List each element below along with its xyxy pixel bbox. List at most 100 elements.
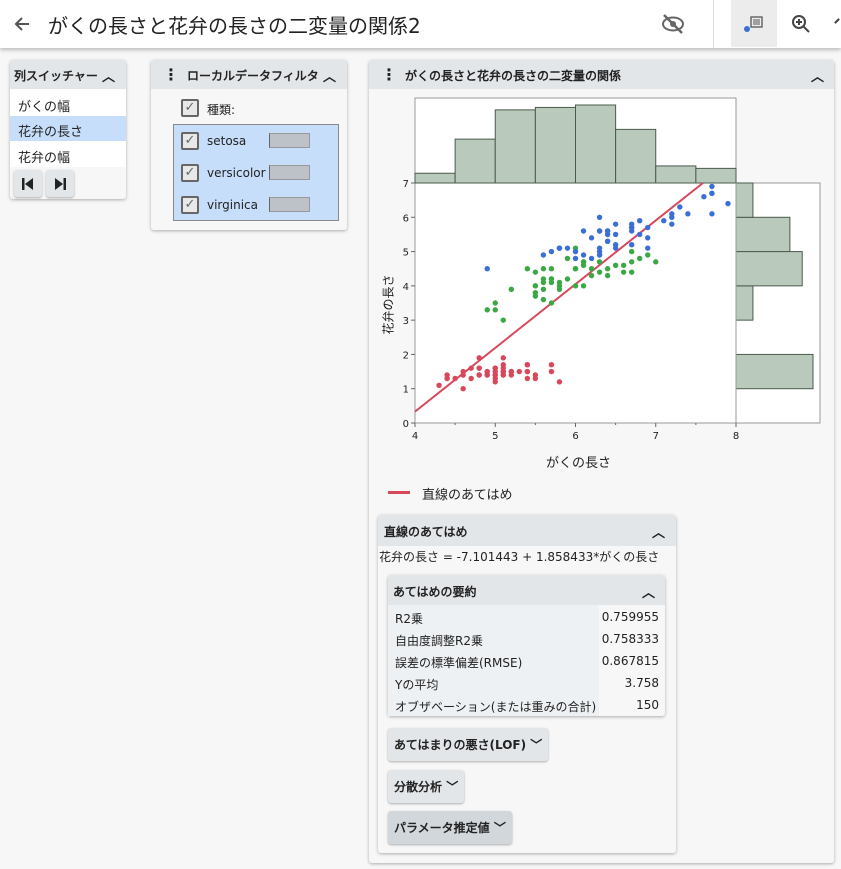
data-point bbox=[524, 266, 531, 272]
chevron-up-icon[interactable]: ︿ bbox=[652, 526, 666, 541]
first-button[interactable] bbox=[14, 170, 42, 197]
data-point bbox=[637, 255, 643, 262]
data-point bbox=[524, 375, 531, 382]
lof-label: あてはまりの悪さ(LOF) bbox=[394, 738, 527, 752]
linear-fit-header[interactable]: 直線のあてはめ ︿ bbox=[378, 515, 676, 546]
data-point bbox=[572, 255, 579, 262]
local-data-filter-panel: ⋮ ローカルデータフィルタ ︿ ✓ 種類: ✓ setosa ✓ versicolo… bbox=[151, 60, 347, 230]
lof-button[interactable]: あてはまりの悪さ(LOF) ﹀ bbox=[388, 728, 549, 761]
bivariate-header[interactable]: ⋮ がくの長さと花弁の長さの二変量の関係 ︿ bbox=[369, 60, 834, 89]
top-histogram-bar bbox=[494, 109, 536, 184]
top-histogram-bar bbox=[454, 138, 496, 184]
data-point bbox=[612, 262, 619, 268]
species-checkbox[interactable]: ✓ bbox=[181, 99, 199, 117]
data-point bbox=[628, 224, 635, 231]
data-point bbox=[548, 368, 555, 375]
data-point bbox=[645, 235, 651, 241]
data-point bbox=[580, 262, 587, 268]
data-point bbox=[476, 365, 482, 371]
more-icon[interactable] bbox=[834, 18, 840, 24]
eye-off-icon[interactable] bbox=[661, 13, 685, 35]
data-point bbox=[492, 365, 498, 371]
app-header: がくの長さと花弁の長さの二変量の関係2 bbox=[0, 0, 841, 48]
data-point bbox=[572, 248, 579, 255]
data-point bbox=[637, 231, 643, 238]
data-point bbox=[596, 228, 603, 234]
page-title: がくの長さと花弁の長さの二変量の関係2 bbox=[48, 14, 421, 38]
top-histogram-bar bbox=[615, 128, 657, 184]
data-point bbox=[572, 283, 579, 289]
y-tick-label: 2 bbox=[403, 350, 409, 361]
chevron-up-icon[interactable]: ︿ bbox=[323, 70, 337, 85]
parameter-estimates-label: パラメータ推定値 bbox=[394, 821, 490, 835]
skip-first-icon bbox=[22, 178, 33, 190]
fit-equation: 花弁の長さ = -7.101443 + 1.858433*がくの長さ bbox=[379, 550, 660, 564]
chevron-up-icon[interactable]: ︿ bbox=[811, 70, 825, 85]
column-switcher-header[interactable]: 列スイッチャー ︿ bbox=[10, 60, 126, 89]
parameter-estimates-button[interactable]: パラメータ推定値 ﹀ bbox=[388, 811, 512, 844]
data-point bbox=[612, 221, 619, 227]
data-point bbox=[604, 266, 611, 272]
chevron-up-icon[interactable]: ︿ bbox=[102, 70, 116, 85]
summary-row: Yの平均 3.758 bbox=[388, 672, 665, 694]
data-point bbox=[556, 245, 563, 251]
divider bbox=[713, 0, 714, 48]
data-point bbox=[516, 368, 523, 375]
annotate-icon bbox=[744, 16, 763, 32]
data-point bbox=[500, 365, 506, 371]
data-point bbox=[596, 248, 603, 255]
data-point bbox=[645, 224, 651, 231]
data-point bbox=[484, 307, 490, 313]
data-point bbox=[661, 218, 667, 224]
versicolor-label: versicolor bbox=[207, 166, 266, 180]
label-column bbox=[388, 605, 599, 716]
summary-label: Yの平均 bbox=[395, 678, 439, 692]
annotate-button[interactable] bbox=[731, 0, 777, 47]
anova-label: 分散分析 bbox=[394, 780, 443, 794]
data-point bbox=[677, 204, 683, 210]
data-point bbox=[532, 269, 539, 275]
x-tick-label: 7 bbox=[653, 431, 659, 442]
setosa-checkbox[interactable]: ✓ bbox=[181, 132, 199, 150]
column-item[interactable]: がくの幅 bbox=[18, 100, 71, 115]
data-point bbox=[645, 245, 651, 251]
y-tick-label: 4 bbox=[403, 282, 409, 293]
menu-icon[interactable]: ⋮ bbox=[381, 65, 397, 84]
data-point bbox=[628, 242, 635, 248]
data-point bbox=[500, 317, 506, 323]
data-point bbox=[492, 300, 498, 306]
menu-icon[interactable]: ⋮ bbox=[163, 65, 179, 84]
top-histogram-bar bbox=[575, 104, 617, 184]
data-point bbox=[476, 372, 482, 378]
data-point bbox=[548, 279, 555, 286]
data-point bbox=[580, 283, 587, 289]
legend-label[interactable]: 直線のあてはめ bbox=[422, 488, 513, 503]
data-point bbox=[532, 283, 539, 289]
data-point bbox=[669, 214, 675, 220]
right-histogram-bar bbox=[735, 353, 814, 390]
data-point bbox=[645, 252, 651, 258]
x-tick-label: 5 bbox=[492, 431, 498, 442]
summary-label: R2乗 bbox=[395, 612, 423, 626]
data-point bbox=[540, 296, 547, 303]
anova-button[interactable]: 分散分析 ﹀ bbox=[388, 770, 465, 803]
data-point bbox=[468, 365, 474, 371]
data-point bbox=[436, 382, 442, 388]
fit-summary-header[interactable]: あてはめの要約 ︿ bbox=[388, 575, 665, 605]
column-item[interactable]: 花弁の幅 bbox=[18, 151, 71, 166]
chevron-up-icon[interactable]: ︿ bbox=[642, 586, 656, 601]
arrow-left-icon[interactable] bbox=[12, 14, 32, 34]
summary-label: 誤差の標準偏差(RMSE) bbox=[395, 656, 523, 670]
virginica-checkbox[interactable]: ✓ bbox=[181, 196, 199, 214]
last-button[interactable] bbox=[46, 170, 74, 197]
right-histogram-bar bbox=[735, 216, 791, 253]
data-point bbox=[628, 269, 635, 275]
fit-summary-panel: あてはめの要約 ︿ R2乗 0.759955 自由度調整R2乗 0.758333 誤差の標… bbox=[388, 575, 665, 716]
summary-value: 150 bbox=[636, 698, 659, 712]
data-point bbox=[484, 372, 490, 378]
versicolor-checkbox[interactable]: ✓ bbox=[181, 164, 199, 182]
zoom-in-icon[interactable] bbox=[790, 13, 812, 35]
column-item-selected[interactable]: 花弁の長さ bbox=[10, 116, 126, 141]
filter-header[interactable]: ⋮ ローカルデータフィルタ ︿ bbox=[151, 60, 347, 89]
linear-fit-panel: 直線のあてはめ ︿ 花弁の長さ = -7.101443 + 1.858433*がく… bbox=[378, 515, 676, 853]
